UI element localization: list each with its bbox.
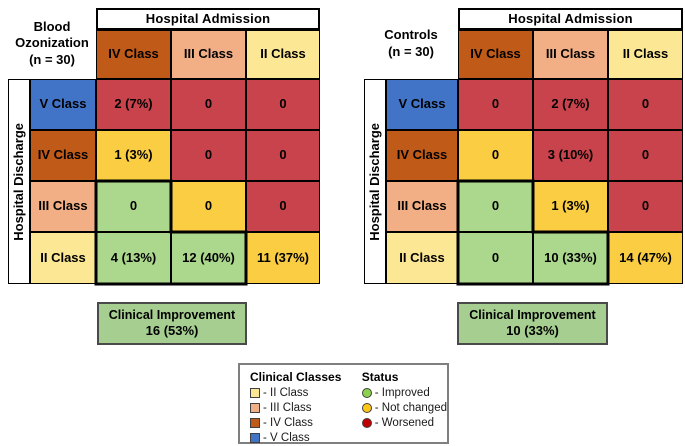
row-header-v-class: V Class: [30, 79, 96, 130]
col-header-iv-class: IV Class: [458, 30, 533, 79]
v-class-swatch-icon: [250, 433, 260, 443]
corner-label-controls: Controls (n = 30): [364, 8, 458, 79]
row-header-ii-class: II Class: [386, 232, 458, 284]
col-header-ii-class: II Class: [608, 30, 683, 79]
matrix-cell: 0: [246, 181, 320, 232]
col-header-iii-class: III Class: [171, 30, 246, 79]
iv-class-swatch-icon: [250, 418, 260, 428]
worsened-dot-icon: [361, 418, 372, 428]
matrix-grid: Blood Ozonization (n = 30) Hospital Admi…: [8, 8, 320, 286]
matrix-blood-ozonization: Blood Ozonization (n = 30) Hospital Admi…: [8, 8, 320, 286]
matrix-cell: 0: [171, 130, 246, 181]
col-header-iii-class: III Class: [533, 30, 608, 79]
col-header-iv-class: IV Class: [96, 30, 171, 79]
matrix-cell: 1 (3%): [533, 181, 608, 232]
legend-status-title: Status: [361, 370, 399, 384]
matrix-cell: 0: [458, 181, 533, 232]
clinical-improvement-value: 16 (53%): [145, 323, 199, 339]
legend-item-improved: - Improved: [361, 387, 447, 399]
matrix-cell: 0: [608, 79, 683, 130]
matrix-cell: 2 (7%): [96, 79, 171, 130]
improved-dot-icon: [361, 388, 372, 398]
corner-label-blood-ozonization: Blood Ozonization (n = 30): [8, 8, 96, 79]
legend: Clinical Classes - II Class - III Class …: [238, 363, 449, 444]
hospital-admission-header: Hospital Admission: [96, 8, 320, 30]
not-changed-dot-icon: [361, 403, 372, 413]
row-header-ii-class: II Class: [30, 232, 96, 284]
matrix-cell: 0: [608, 130, 683, 181]
legend-item-not-changed: - Not changed: [361, 402, 447, 414]
hospital-admission-header: Hospital Admission: [458, 8, 683, 30]
matrix-cell: 0: [171, 79, 246, 130]
matrix-cell: 0: [96, 181, 171, 232]
corner-line: Blood: [33, 19, 71, 35]
matrix-cell: 4 (13%): [96, 232, 171, 284]
matrix-cell: 0: [458, 130, 533, 181]
matrix-cell: 12 (40%): [171, 232, 246, 284]
row-header-v-class: V Class: [386, 79, 458, 130]
matrix-cell: 0: [246, 79, 320, 130]
clinical-improvement-value: 10 (33%): [506, 323, 559, 339]
row-header-iii-class: III Class: [386, 181, 458, 232]
row-header-iv-class: IV Class: [386, 130, 458, 181]
legend-classes-title: Clinical Classes: [250, 370, 342, 384]
legend-item-ii-class: - II Class: [250, 387, 362, 399]
clinical-improvement-label: Clinical Improvement: [108, 307, 236, 322]
matrix-grid: Controls (n = 30) Hospital Admission IV …: [364, 8, 683, 286]
hospital-discharge-label: Hospital Discharge: [8, 79, 30, 284]
legend-item-iii-class: - III Class: [250, 402, 362, 414]
matrix-cell: 0: [458, 232, 533, 284]
legend-classes-column: Clinical Classes - II Class - III Class …: [250, 370, 362, 444]
iii-class-swatch-icon: [250, 403, 260, 413]
corner-line: (n = 30): [29, 51, 75, 67]
matrix-cell: 1 (3%): [96, 130, 171, 181]
row-header-iv-class: IV Class: [30, 130, 96, 181]
corner-line: (n = 30): [388, 43, 434, 59]
matrix-cell: 0: [171, 181, 246, 232]
corner-line: Controls: [384, 27, 438, 43]
matrix-cell: 0: [608, 181, 683, 232]
clinical-improvement-box-controls: Clinical Improvement 10 (33%): [457, 302, 608, 345]
matrix-cell: 10 (33%): [533, 232, 608, 284]
clinical-improvement-box-ozonization: Clinical Improvement 16 (53%): [97, 302, 247, 345]
legend-status-column: Status - Improved - Not changed - Worsen…: [361, 370, 447, 442]
corner-line: Ozonization: [15, 35, 89, 51]
clinical-improvement-label: Clinical Improvement: [469, 307, 596, 322]
matrix-cell: 11 (37%): [246, 232, 320, 284]
matrix-cell: 14 (47%): [608, 232, 683, 284]
matrix-cell: 0: [458, 79, 533, 130]
legend-item-v-class: - V Class: [250, 432, 362, 444]
matrix-cell: 3 (10%): [533, 130, 608, 181]
matrix-controls: Controls (n = 30) Hospital Admission IV …: [364, 8, 683, 286]
col-header-ii-class: II Class: [246, 30, 320, 79]
ii-class-swatch-icon: [250, 388, 260, 398]
hospital-discharge-label: Hospital Discharge: [364, 79, 386, 284]
row-header-iii-class: III Class: [30, 181, 96, 232]
legend-item-iv-class: - IV Class: [250, 417, 362, 429]
matrix-cell: 2 (7%): [533, 79, 608, 130]
matrix-cell: 0: [246, 130, 320, 181]
legend-item-worsened: - Worsened: [361, 417, 447, 429]
